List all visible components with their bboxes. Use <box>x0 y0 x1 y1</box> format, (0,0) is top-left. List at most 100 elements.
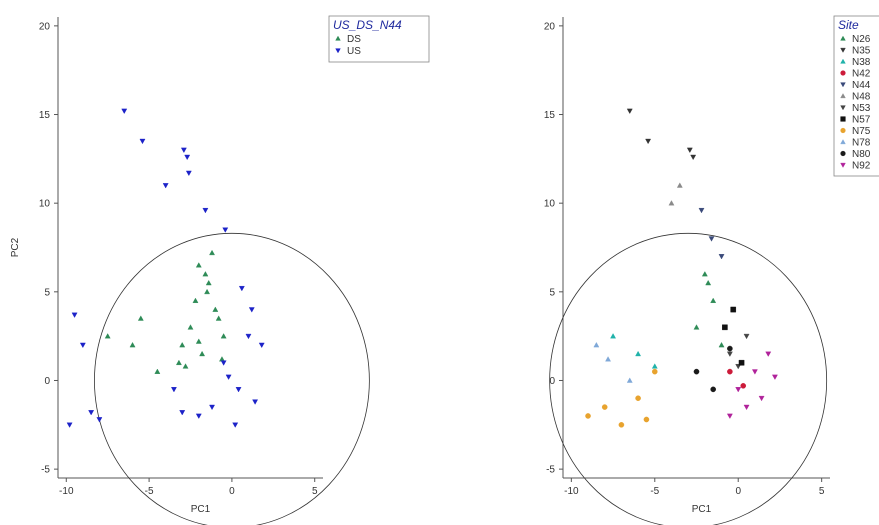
legend-marker <box>840 70 846 76</box>
legend-marker <box>840 58 846 64</box>
legend-marker <box>840 47 846 53</box>
data-point <box>710 297 717 303</box>
data-point <box>184 154 191 161</box>
x-axis-title: PC1 <box>191 504 211 515</box>
series-N57 <box>722 306 745 366</box>
legend-marker <box>840 139 846 145</box>
data-point <box>758 395 765 402</box>
y-tick-label: 0 <box>44 376 50 387</box>
data-point <box>585 413 591 419</box>
y-tick-label: 15 <box>544 110 556 121</box>
data-point <box>129 342 136 348</box>
data-point <box>222 227 229 233</box>
y-tick-label: -5 <box>41 465 50 476</box>
legend-title: Site <box>838 18 859 32</box>
data-point <box>182 363 189 369</box>
data-point <box>192 297 199 303</box>
series-N78 <box>593 342 633 383</box>
legend-label: N75 <box>852 126 871 137</box>
legend-box <box>328 15 430 63</box>
data-point <box>209 249 215 256</box>
data-point <box>765 351 772 357</box>
data-point <box>104 333 111 339</box>
data-point <box>708 236 715 242</box>
legend-label: N80 <box>852 149 871 160</box>
series-N48 <box>668 182 683 206</box>
data-point <box>718 254 725 260</box>
series-US <box>66 108 265 428</box>
data-point <box>751 369 758 375</box>
legend-label: N92 <box>852 161 871 172</box>
legend-label: N78 <box>852 138 871 149</box>
data-point <box>635 395 641 401</box>
data-point <box>645 138 652 145</box>
series-DS <box>104 249 227 374</box>
y-tick-label: 15 <box>39 110 51 121</box>
legend-marker <box>840 82 846 88</box>
series-N92 <box>726 351 778 419</box>
data-point <box>690 154 697 161</box>
series-N35 <box>626 108 697 161</box>
data-point <box>693 324 700 330</box>
data-point <box>205 279 212 286</box>
data-point <box>175 359 182 366</box>
data-point <box>220 333 227 339</box>
data-point <box>238 286 245 292</box>
legend-label: N44 <box>852 80 871 91</box>
data-point <box>743 404 750 411</box>
x-tick-label: -10 <box>564 486 579 497</box>
data-point <box>726 351 733 357</box>
data-point <box>593 342 600 348</box>
y-tick-label: 5 <box>44 287 50 298</box>
legend-marker <box>335 48 341 54</box>
data-point <box>735 387 742 393</box>
data-point <box>179 342 186 348</box>
series-N44 <box>698 207 725 260</box>
data-point <box>730 306 737 313</box>
data-point <box>705 279 712 286</box>
series-N80 <box>693 345 733 393</box>
legend-marker <box>335 35 341 41</box>
x-axis-title: PC1 <box>692 504 712 515</box>
data-point <box>610 333 617 339</box>
data-point <box>162 183 169 189</box>
x-tick-label: 5 <box>312 486 318 497</box>
legend-label: US <box>347 46 361 57</box>
legend-label: N53 <box>852 103 871 114</box>
data-point <box>701 271 708 277</box>
data-point <box>743 333 750 340</box>
data-point <box>225 374 232 380</box>
data-point <box>232 422 239 428</box>
data-point <box>651 368 658 375</box>
y-tick-label: -5 <box>546 465 555 476</box>
legend-label: N38 <box>852 57 871 68</box>
data-point <box>204 288 211 295</box>
x-tick-label: -5 <box>650 486 659 497</box>
legend-marker <box>840 35 846 41</box>
x-tick-label: -10 <box>59 486 74 497</box>
data-point <box>88 410 95 416</box>
data-point <box>170 387 177 393</box>
data-point <box>220 360 227 366</box>
data-point <box>722 324 728 331</box>
data-point <box>96 417 103 423</box>
data-point <box>215 315 222 321</box>
legend-label: DS <box>347 34 361 45</box>
data-point <box>235 387 242 393</box>
data-point <box>185 170 192 177</box>
y-axis-title: PC2 <box>10 237 21 257</box>
data-point <box>740 383 747 389</box>
legend-marker <box>840 150 846 157</box>
legend-label: N42 <box>852 69 871 80</box>
data-point <box>676 182 683 188</box>
data-point <box>643 416 650 423</box>
data-point <box>195 413 202 419</box>
data-point <box>605 356 611 362</box>
data-point <box>771 374 778 380</box>
data-point <box>79 342 86 349</box>
